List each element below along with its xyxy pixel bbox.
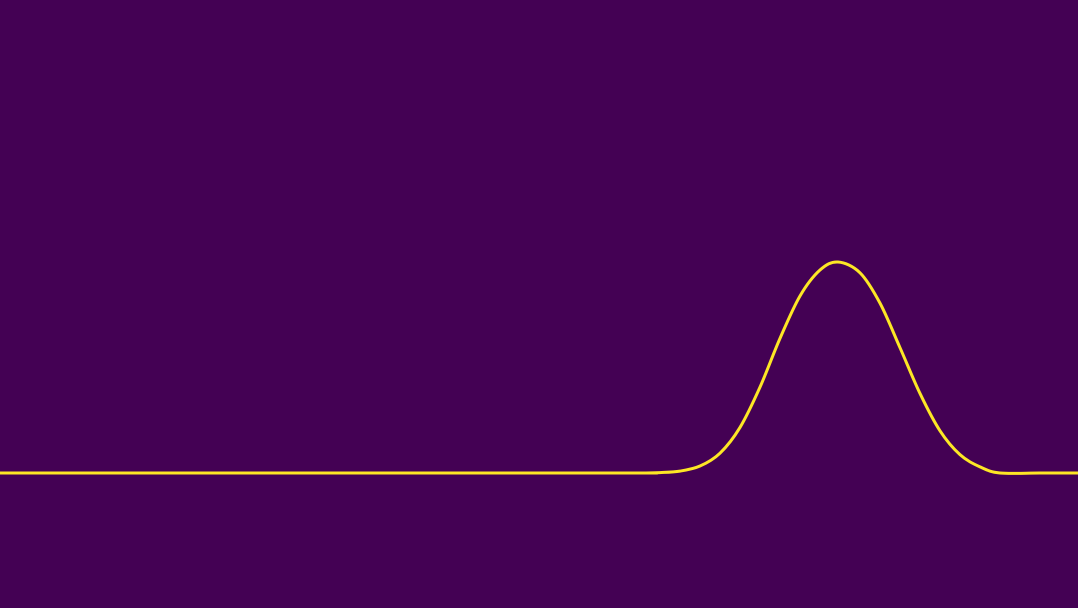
series-layer (0, 260, 1078, 475)
series-line-0 (0, 260, 1078, 475)
